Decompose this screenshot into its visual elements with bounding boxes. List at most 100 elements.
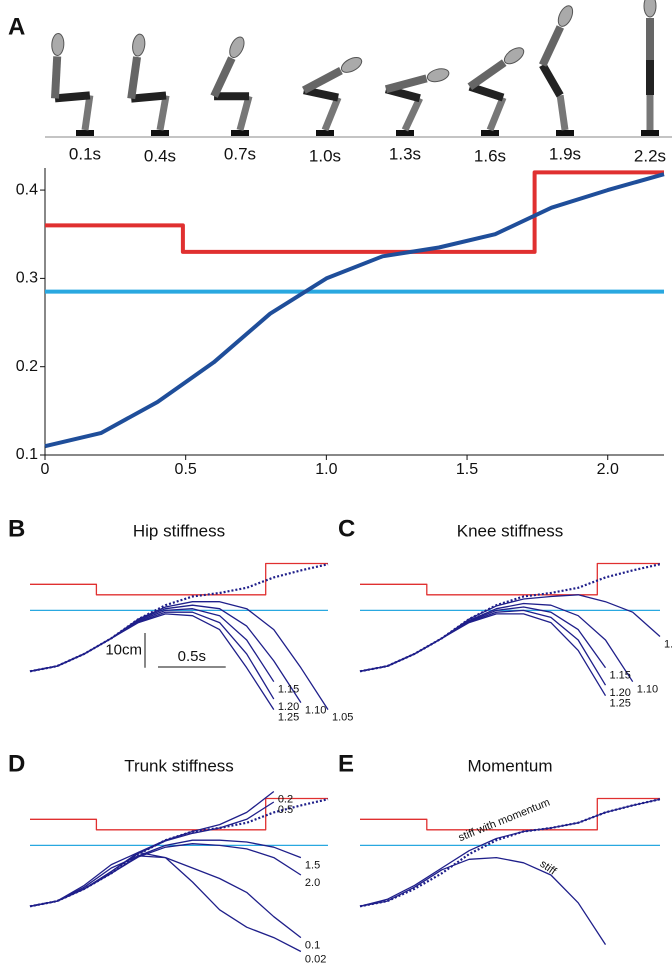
panel-label: D xyxy=(8,750,25,777)
frame-label: 0.4s xyxy=(144,146,176,165)
series-label: 0.1 xyxy=(305,940,320,952)
series-line xyxy=(29,611,275,700)
robot-foot xyxy=(556,130,574,136)
robot-head xyxy=(340,57,363,73)
robot-foot xyxy=(76,130,94,136)
series-line xyxy=(44,172,665,449)
panel-label: C xyxy=(338,515,355,542)
series-label: 0.2 xyxy=(278,793,293,805)
series-line xyxy=(360,797,660,831)
scale-bar-y-label: 10cm xyxy=(105,641,142,658)
frame-label: 1.0s xyxy=(309,146,341,165)
robot-head xyxy=(229,36,245,59)
series-line xyxy=(45,170,664,254)
robot-head xyxy=(557,5,574,27)
robot-head xyxy=(643,0,657,18)
frame-label: 0.7s xyxy=(224,144,256,163)
series-label: 1.20 xyxy=(278,701,299,713)
series-line xyxy=(360,562,660,596)
panel-title: Trunk stiffness xyxy=(124,756,234,775)
robot-head xyxy=(132,33,146,57)
robot-figure xyxy=(641,0,659,136)
robot-foot xyxy=(396,130,414,136)
frame-label: 1.9s xyxy=(549,144,581,163)
x-tick-label: 1.0 xyxy=(315,461,337,478)
robot-foot xyxy=(231,130,249,136)
series-label: 2.0 xyxy=(305,877,320,889)
robot-thigh xyxy=(54,91,91,103)
robot-head xyxy=(426,68,450,83)
series-line xyxy=(30,562,328,596)
robot-shank xyxy=(556,94,569,131)
robot-shank xyxy=(81,94,94,131)
series-line xyxy=(29,801,275,907)
panel-label: A xyxy=(8,13,25,40)
x-tick-label: 0.5 xyxy=(175,461,197,478)
robot-head xyxy=(51,32,65,56)
robot-head xyxy=(503,47,525,65)
series-label: 1.15 xyxy=(609,670,630,682)
robot-figure xyxy=(127,33,170,136)
y-tick-label: 0.1 xyxy=(16,446,38,463)
series-label: 0.5 xyxy=(278,804,293,816)
frame-label: 1.3s xyxy=(389,144,421,163)
series-line xyxy=(359,798,661,908)
series-label: 1.25 xyxy=(278,711,299,723)
robot-trunk xyxy=(539,25,565,67)
robot-trunk xyxy=(301,67,343,94)
frame-label: 0.1s xyxy=(69,144,101,163)
robot-trunk xyxy=(467,59,507,91)
robot-foot xyxy=(316,130,334,136)
robot-figure xyxy=(51,32,94,136)
robot-foot xyxy=(151,130,169,136)
panel-title: Momentum xyxy=(467,756,552,775)
series-line xyxy=(30,797,328,831)
series-line xyxy=(359,602,634,683)
series-line xyxy=(29,855,302,939)
robot-shank xyxy=(321,96,342,132)
series-label: 1.25 xyxy=(609,698,630,710)
panel-title: Knee stiffness xyxy=(457,521,563,540)
series-line xyxy=(29,613,275,710)
scale-bar-x-label: 0.5s xyxy=(178,648,206,665)
series-line xyxy=(29,851,302,953)
series-label: 1.05 xyxy=(664,638,672,650)
series-line xyxy=(359,856,607,945)
robot-shank xyxy=(401,96,423,132)
y-tick-label: 0.4 xyxy=(16,181,38,198)
x-tick-label: 1.5 xyxy=(456,461,478,478)
robot-thigh xyxy=(468,82,505,102)
robot-foot xyxy=(481,130,499,136)
series-label: 1.05 xyxy=(332,711,353,723)
series-line xyxy=(359,613,607,697)
robot-foot xyxy=(641,130,659,136)
series-line xyxy=(29,790,275,907)
robot-figure xyxy=(467,47,525,136)
robot-shank xyxy=(486,96,507,132)
series-label: 1.5 xyxy=(305,860,320,872)
series-line xyxy=(29,843,302,907)
robot-trunk xyxy=(384,74,428,94)
robot-shank xyxy=(156,94,170,131)
robot-shank xyxy=(236,95,253,131)
panel-title: Hip stiffness xyxy=(133,521,225,540)
frame-label: 1.6s xyxy=(474,146,506,165)
robot-trunk xyxy=(51,56,62,99)
series-label: stiff xyxy=(538,858,560,878)
y-tick-label: 0.3 xyxy=(16,270,38,287)
series-label: 1.20 xyxy=(609,687,630,699)
y-tick-label: 0.2 xyxy=(16,358,38,375)
robot-figure xyxy=(301,57,363,136)
panel-label: B xyxy=(8,515,25,542)
robot-thigh xyxy=(130,91,167,103)
series-line xyxy=(359,609,607,686)
robot-thigh xyxy=(539,63,564,98)
series-label: 1.15 xyxy=(278,684,299,696)
series-line xyxy=(29,839,302,907)
series-label: 1.10 xyxy=(637,684,658,696)
robot-trunk xyxy=(210,56,236,98)
series-label: 0.02 xyxy=(305,953,326,965)
robot-figure xyxy=(539,5,574,136)
robot-trunk xyxy=(127,56,142,100)
